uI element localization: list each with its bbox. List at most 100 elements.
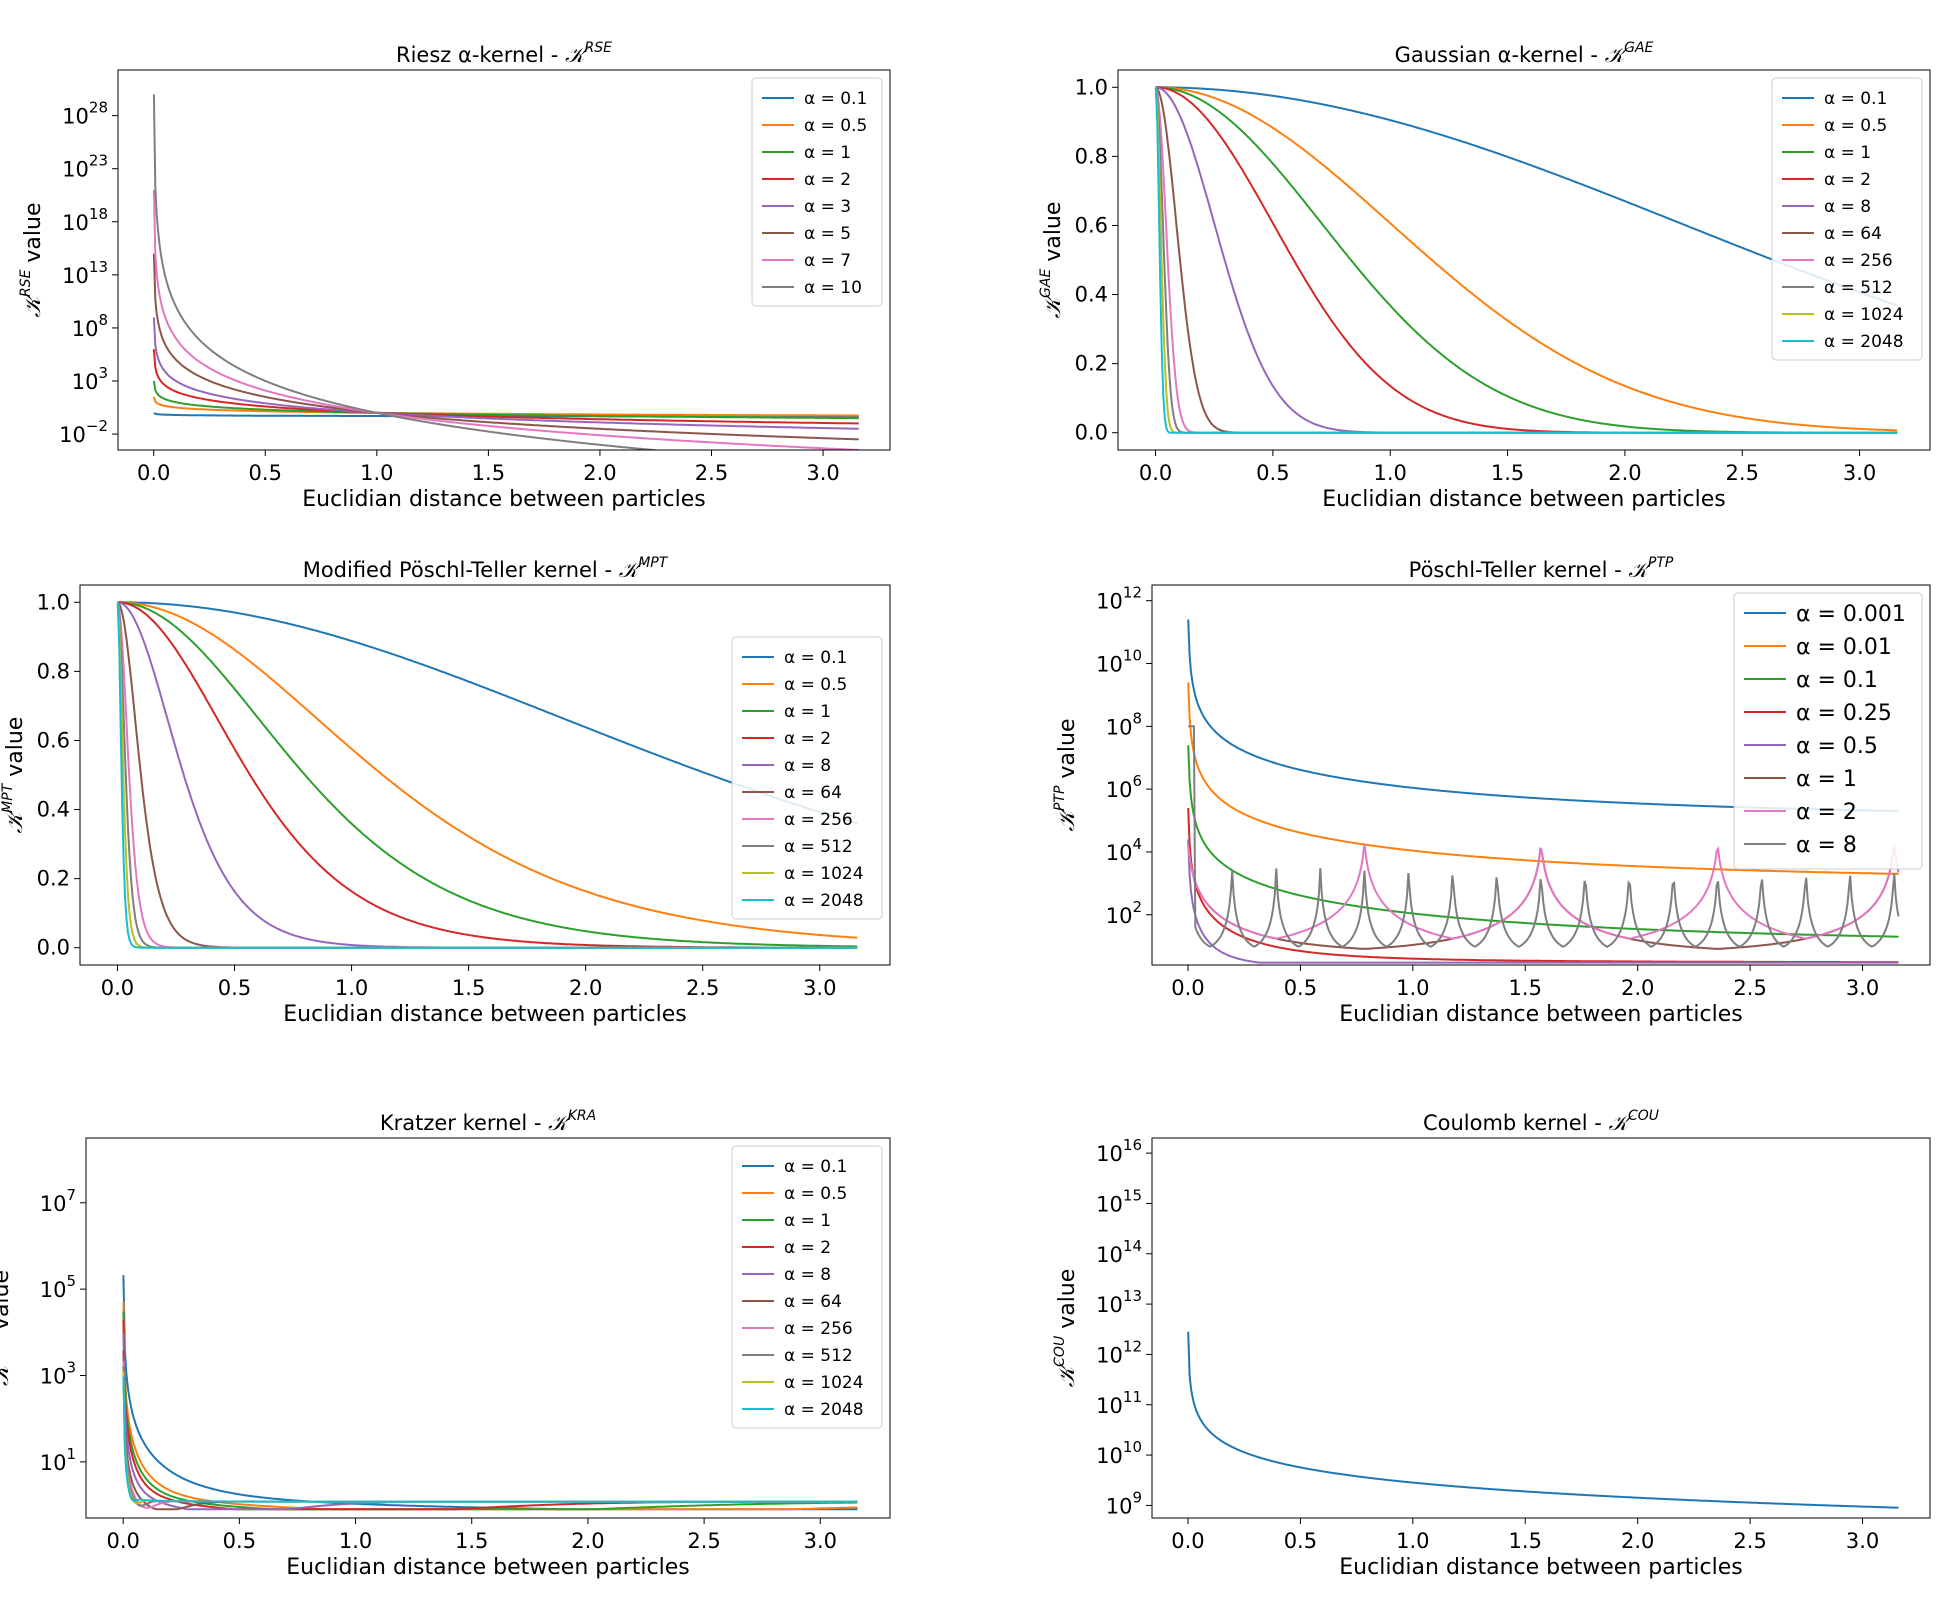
- legend-entry: α = 1: [1796, 767, 1857, 792]
- x-axis-label: Euclidian distance between particles: [283, 1002, 686, 1027]
- series-line: [1154, 87, 1898, 434]
- legend-entry: α = 64: [784, 1292, 842, 1312]
- x-tick-label: 0.0: [101, 976, 134, 1000]
- x-tick-label: 0.0: [1139, 461, 1172, 485]
- x-tick-label: 2.0: [569, 976, 602, 1000]
- legend-entry: α = 1: [1824, 143, 1871, 163]
- x-tick-label: 0.5: [1256, 461, 1289, 485]
- plot-frame: [117, 69, 891, 451]
- legend-entry: α = 2: [1796, 800, 1857, 825]
- series-line: [122, 1311, 858, 1511]
- legend-entry: α = 8: [784, 1265, 831, 1285]
- series-line: [116, 603, 858, 949]
- x-tick-label: 0.0: [137, 461, 170, 485]
- x-tick-label: 1.0: [360, 461, 393, 485]
- legend-entry: α = 3: [804, 197, 851, 217]
- legend-entry: α = 2: [784, 729, 831, 749]
- y-tick-label: 109: [1106, 1488, 1142, 1518]
- x-tick-label: 0.5: [223, 1529, 256, 1553]
- y-tick-label: 1010: [1096, 1438, 1142, 1468]
- series-line: [1187, 839, 1899, 964]
- y-tick-label: 1012: [1096, 1337, 1142, 1367]
- chart-title: Modified Pöschl-Teller kernel - 𝒦MPT: [303, 555, 669, 582]
- y-tick-label: 1013: [1096, 1287, 1142, 1317]
- y-tick-label: 1016: [1096, 1136, 1142, 1166]
- x-tick-label: 1.0: [1396, 976, 1429, 1000]
- legend: α = 0.1 α = 0.5 α = 1 α = 2 α = 8 α = 64 α = 2…: [731, 1145, 883, 1429]
- y-tick-label: 102: [1106, 898, 1142, 928]
- plot-frame: [79, 584, 891, 966]
- y-tick-label: 1.0: [37, 590, 70, 614]
- legend-entry: α = 512: [784, 1346, 853, 1366]
- legend-entry: α = 7: [804, 251, 851, 271]
- x-tick-label: 0.5: [1284, 976, 1317, 1000]
- x-tick-label: 2.0: [1608, 461, 1641, 485]
- legend: α = 0.001 α = 0.01 α = 0.1 α = 0.25 α = 0.5 α…: [1733, 592, 1923, 870]
- y-tick-label: 0.4: [1075, 283, 1108, 307]
- y-tick-label: 107: [40, 1186, 76, 1216]
- chart-title: Pöschl-Teller kernel - 𝒦PTP: [1409, 555, 1674, 582]
- y-tick-label: 1.0: [1075, 75, 1108, 99]
- legend-entry: α = 0.5: [804, 116, 867, 136]
- x-tick-label: 2.5: [686, 976, 719, 1000]
- x-tick-label: 0.0: [1171, 1529, 1204, 1553]
- legend-box: [1771, 77, 1923, 361]
- y-tick-label: 0.6: [1075, 213, 1108, 237]
- x-tick-label: 0.5: [218, 976, 251, 1000]
- chart-gae: 0.0 0.5 1.0 1.5 2.0 2.5 3.0 0.0 0.2 0.4 0.6 0.8 1.0 G…: [1038, 40, 1931, 512]
- x-tick-label: 1.5: [1509, 1529, 1542, 1553]
- series-line: [1188, 725, 1900, 948]
- y-tick-label: 1010: [1096, 647, 1142, 677]
- y-axis-label: 𝒦MPT value: [0, 717, 28, 834]
- legend-entry: α = 0.1: [1796, 668, 1878, 693]
- legend-entry: α = 0.25: [1796, 701, 1892, 726]
- x-tick-label: 1.5: [452, 976, 485, 1000]
- series-group: [1187, 619, 1900, 964]
- legend-entry: α = 2: [804, 170, 851, 190]
- series-line: [117, 601, 858, 939]
- x-tick-label: 2.0: [1621, 1529, 1654, 1553]
- x-tick-label: 1.5: [472, 461, 505, 485]
- series-group: [152, 94, 859, 450]
- chart-mpt: 0.0 0.5 1.0 1.5 2.0 2.5 3.0 0.0 0.2 0.4 0.6 0.8 1.0 M…: [0, 555, 891, 1027]
- x-tick-label: 2.5: [687, 1529, 720, 1553]
- chart-title: Gaussian α-kernel - 𝒦GAE: [1395, 40, 1654, 67]
- legend-entry: α = 1024: [1824, 305, 1904, 325]
- legend-box: [731, 636, 883, 920]
- x-tick-label: 3.0: [1846, 1529, 1879, 1553]
- plot-frame: [1117, 69, 1931, 451]
- series-group: [122, 1275, 858, 1511]
- x-tick-label: 2.0: [571, 1529, 604, 1553]
- x-tick-label: 1.5: [1491, 461, 1524, 485]
- x-tick-label: 2.5: [1726, 461, 1759, 485]
- y-tick-label: 1018: [62, 205, 108, 235]
- x-tick-label: 1.0: [1374, 461, 1407, 485]
- series-group: [1154, 86, 1898, 434]
- chart-title: Riesz α-kernel - 𝒦RSE: [396, 40, 612, 67]
- y-tick-label: 106: [1106, 772, 1142, 802]
- y-tick-label: 0.6: [37, 728, 70, 752]
- legend-entry: α = 0.1: [784, 648, 847, 668]
- x-axis-label: Euclidian distance between particles: [286, 1555, 689, 1580]
- x-tick-label: 1.0: [339, 1529, 372, 1553]
- legend-entry: α = 2048: [1824, 332, 1904, 352]
- chart-cou: 0.0 0.5 1.0 1.5 2.0 2.5 3.0 1016 1015 1014 1013 101…: [1052, 1108, 1931, 1580]
- legend-entry: α = 256: [784, 810, 853, 830]
- series-line: [152, 349, 859, 425]
- legend-entry: α = 0.1: [804, 89, 867, 109]
- legend-entry: α = 0.5: [784, 1184, 847, 1204]
- x-tick-label: 3.0: [1846, 976, 1879, 1000]
- x-tick-label: 0.5: [249, 461, 282, 485]
- x-tick-label: 0.0: [1171, 976, 1204, 1000]
- y-tick-label: 1015: [1096, 1186, 1142, 1216]
- y-axis-label: 𝒦PTP value: [1052, 719, 1080, 832]
- legend-entry: α = 2: [784, 1238, 831, 1258]
- series-line: [117, 601, 858, 948]
- y-tick-label: 0.4: [37, 798, 70, 822]
- x-axis-label: Euclidian distance between particles: [302, 487, 705, 512]
- y-axis-label: 𝒦GAE value: [1038, 202, 1066, 319]
- y-tick-label: 108: [72, 311, 108, 341]
- x-tick-label: 1.0: [1396, 1529, 1429, 1553]
- x-axis-label: Euclidian distance between particles: [1339, 1002, 1742, 1027]
- x-tick-label: 1.0: [335, 976, 368, 1000]
